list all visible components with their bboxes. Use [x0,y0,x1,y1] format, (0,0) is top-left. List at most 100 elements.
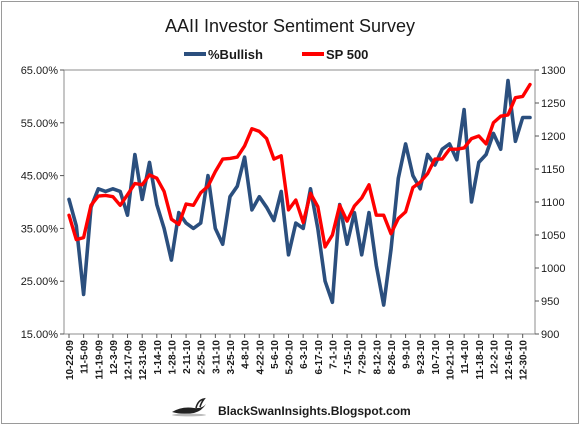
sp500-point [280,155,283,157]
bullish-point [251,209,253,211]
x-tick-label: 2-11-10 [182,340,193,374]
bullish-point [397,177,400,180]
bullish-point [295,222,297,224]
footer: BlackSwanInsights.Blogspot.com [172,397,411,418]
sp500-point [316,205,319,208]
legend: %Bullish SP 500 [184,47,368,62]
x-tick-label: 7-1-10 [328,340,339,369]
bullish-point [309,188,312,190]
bullish-point [243,156,246,158]
sp500-point [368,184,370,186]
y-left-tick-label: 65.00% [21,65,59,77]
bullish-point [258,195,261,198]
bullish-point [514,140,517,143]
bullish-point [265,206,268,209]
bullish-point [185,222,187,224]
sp500-point [529,83,531,86]
x-tick-label: 7-15-10 [343,340,354,375]
bullish-point [97,188,100,190]
sp500-point [412,186,414,189]
sp500-point [273,158,275,160]
sp500-point [104,194,107,197]
sp500-point [302,221,304,224]
bullish-point [360,254,363,256]
x-tick-label: 6-3-10 [299,340,310,369]
y-left-tick-label: 35.00% [21,223,59,235]
x-tick-label: 10-22-09 [65,340,76,380]
x-tick-label: 12-3-09 [109,340,120,375]
y-right-tick-label: 1100 [541,197,565,209]
bullish-point [104,190,107,193]
legend-label-bullish: %Bullish [208,47,263,62]
bullish-point [141,198,143,201]
sp500-point [390,232,392,235]
x-tick-label: 8-26-10 [387,340,398,375]
bullish-point [280,190,283,193]
bullish-point [156,203,158,206]
x-tick-label: 3-11-10 [211,340,222,374]
sp500-point [521,95,524,98]
bullish-point [492,132,495,135]
sp500-point [112,195,114,198]
y-right-tick-label: 1000 [541,263,565,275]
bullish-point [199,222,202,224]
y-right-tick-label: 1300 [541,65,565,77]
x-tick-label: 6-17-10 [314,340,325,375]
x-tick-label: 10-21-10 [446,340,457,380]
bullish-point [419,188,422,190]
x-tick-label: 9-9-10 [402,340,413,369]
sp500-point [243,145,246,147]
sp500-point [404,211,407,213]
sp500-point [134,182,136,185]
sp500-point [192,204,195,207]
sp500-point [499,115,502,117]
sp500-point [507,114,509,116]
footer-text: BlackSwanInsights.Blogspot.com [218,404,411,418]
bullish-point [287,254,290,256]
sp500-point [434,158,436,160]
swan-icon [172,397,206,417]
x-tick-label: 4-22-10 [255,340,266,375]
x-tick-label: 12-2-10 [489,340,500,375]
sp500-point [214,170,217,173]
sp500-point [448,148,451,150]
sp500-point [331,234,334,236]
sp500-point [485,143,487,145]
x-axis: 10-22-09 11-5-09 11-19-09 12-3-09 12-17-09 12… [65,334,530,380]
x-tick-label: 12-16-10 [504,340,515,380]
y-right-tick-label: 1150 [541,164,565,176]
sp500-point [251,127,253,130]
bullish-point [214,227,217,230]
sp500-point [221,158,224,160]
bullish-point [434,164,436,166]
sp500-point [324,246,326,248]
bullish-point [412,174,414,177]
bullish-point [82,293,85,296]
x-tick-label: 11-18-10 [475,340,486,380]
sp500-point [287,209,290,211]
sp500-point [338,204,341,207]
y-left-tick-label: 45.00% [21,171,59,183]
bullish-point [426,153,429,156]
sp500-point [177,223,180,226]
bullish-point [448,143,451,145]
chart-title: AAII Investor Sentiment Survey [165,16,415,36]
x-tick-label: 10-7-10 [431,340,442,375]
sp500-point [456,148,458,150]
bullish-point [346,243,348,246]
bullish-point [529,116,531,119]
sp500-point [419,181,422,183]
series-line-sp500 [67,82,532,249]
x-tick-label: 11-5-09 [80,340,91,374]
sp500-point [126,193,129,196]
sp500-point [353,205,356,207]
bullish-point [404,143,407,145]
y-right-tick-label: 900 [541,329,559,341]
bullish-point [236,185,239,187]
sp500-point [441,158,443,160]
sp500-point [119,204,122,207]
left-axis: 15.00% 25.00% 35.00% 45.00% 55.00% 65.00% [21,65,64,341]
sp500-point [470,137,473,140]
bullish-point [316,227,319,230]
bullish-point [507,79,509,82]
